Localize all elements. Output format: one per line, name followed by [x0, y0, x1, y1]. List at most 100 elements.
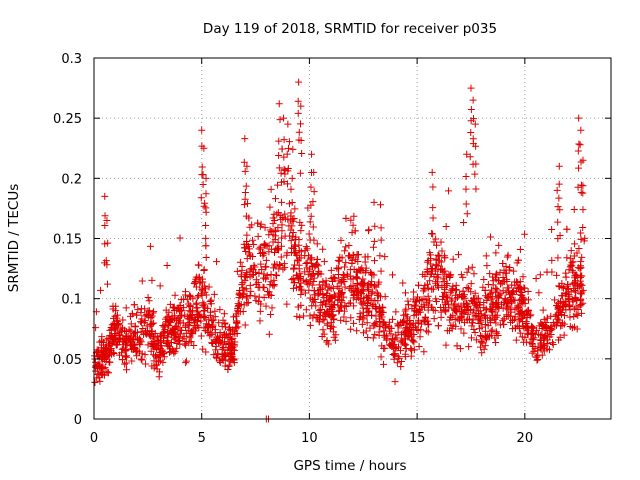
- data-point: [103, 216, 111, 224]
- data-point: [147, 347, 155, 355]
- data-point: [137, 305, 145, 313]
- data-point: [106, 340, 114, 348]
- data-point: [133, 328, 141, 336]
- data-point: [148, 276, 156, 284]
- data-point: [442, 341, 450, 349]
- data-point: [185, 307, 193, 315]
- data-point: [369, 288, 377, 296]
- data-point: [376, 252, 384, 260]
- data-point: [468, 322, 476, 330]
- data-point: [297, 272, 305, 280]
- data-point: [465, 265, 473, 273]
- data-point: [477, 343, 485, 351]
- data-point: [401, 289, 409, 297]
- data-point: [304, 252, 312, 260]
- data-point: [94, 370, 102, 378]
- data-point: [363, 312, 371, 320]
- data-point: [134, 306, 142, 314]
- data-point: [483, 294, 491, 302]
- data-point: [104, 352, 112, 360]
- data-point: [368, 271, 376, 279]
- data-point: [506, 264, 514, 272]
- data-point: [226, 339, 234, 347]
- data-point: [410, 288, 418, 296]
- data-point: [353, 327, 361, 335]
- data-point: [186, 315, 194, 323]
- data-point: [463, 316, 471, 324]
- data-point: [201, 303, 209, 311]
- data-point: [495, 291, 503, 299]
- data-point: [484, 281, 492, 289]
- data-point: [322, 277, 330, 285]
- data-point: [478, 333, 486, 341]
- data-point: [528, 335, 536, 343]
- data-point: [446, 313, 454, 321]
- data-point: [360, 279, 368, 287]
- data-point: [113, 340, 121, 348]
- data-point: [193, 304, 201, 312]
- data-point: [410, 312, 418, 320]
- data-point: [289, 145, 297, 153]
- data-point: [279, 214, 287, 222]
- data-point: [414, 293, 422, 301]
- data-point: [218, 355, 226, 363]
- data-point: [511, 306, 519, 314]
- data-point: [506, 294, 514, 302]
- data-point: [135, 348, 143, 356]
- data-point: [467, 84, 475, 92]
- data-point: [520, 338, 528, 346]
- data-point: [240, 201, 248, 209]
- data-point: [565, 291, 573, 299]
- data-point: [177, 312, 185, 320]
- data-point: [144, 312, 152, 320]
- data-point: [447, 322, 455, 330]
- data-point: [382, 324, 390, 332]
- data-point: [229, 335, 237, 343]
- data-point: [262, 256, 270, 264]
- data-point: [194, 274, 202, 282]
- data-point: [487, 233, 495, 241]
- data-point: [242, 269, 250, 277]
- data-point: [202, 242, 210, 250]
- data-point: [420, 295, 428, 303]
- data-point: [553, 315, 561, 323]
- data-point: [150, 342, 158, 350]
- data-point: [471, 120, 479, 128]
- data-point: [558, 306, 566, 314]
- data-point: [122, 304, 130, 312]
- data-point: [424, 284, 432, 292]
- y-tick-label: 0.25: [53, 112, 82, 127]
- data-point: [567, 247, 575, 255]
- data-point: [194, 312, 202, 320]
- data-point: [530, 324, 538, 332]
- data-point: [387, 340, 395, 348]
- data-point: [577, 301, 585, 309]
- data-point: [578, 288, 586, 296]
- data-point: [171, 291, 179, 299]
- data-point: [265, 248, 273, 256]
- data-point: [430, 238, 438, 246]
- data-point: [424, 301, 432, 309]
- data-point: [284, 144, 292, 152]
- data-point: [349, 294, 357, 302]
- data-point: [535, 289, 543, 297]
- data-point: [186, 334, 194, 342]
- data-point: [296, 218, 304, 226]
- data-point: [137, 355, 145, 363]
- data-point: [370, 198, 378, 206]
- data-point: [97, 344, 105, 352]
- data-point: [192, 300, 200, 308]
- data-point: [202, 291, 210, 299]
- data-point: [376, 293, 384, 301]
- data-point: [358, 320, 366, 328]
- data-point: [156, 282, 164, 290]
- data-point: [310, 168, 318, 176]
- data-point: [306, 321, 314, 329]
- data-point: [144, 327, 152, 335]
- data-point: [128, 342, 136, 350]
- data-point: [237, 300, 245, 308]
- data-point: [510, 267, 518, 275]
- data-point: [295, 78, 303, 86]
- data-point: [295, 261, 303, 269]
- data-point: [206, 297, 214, 305]
